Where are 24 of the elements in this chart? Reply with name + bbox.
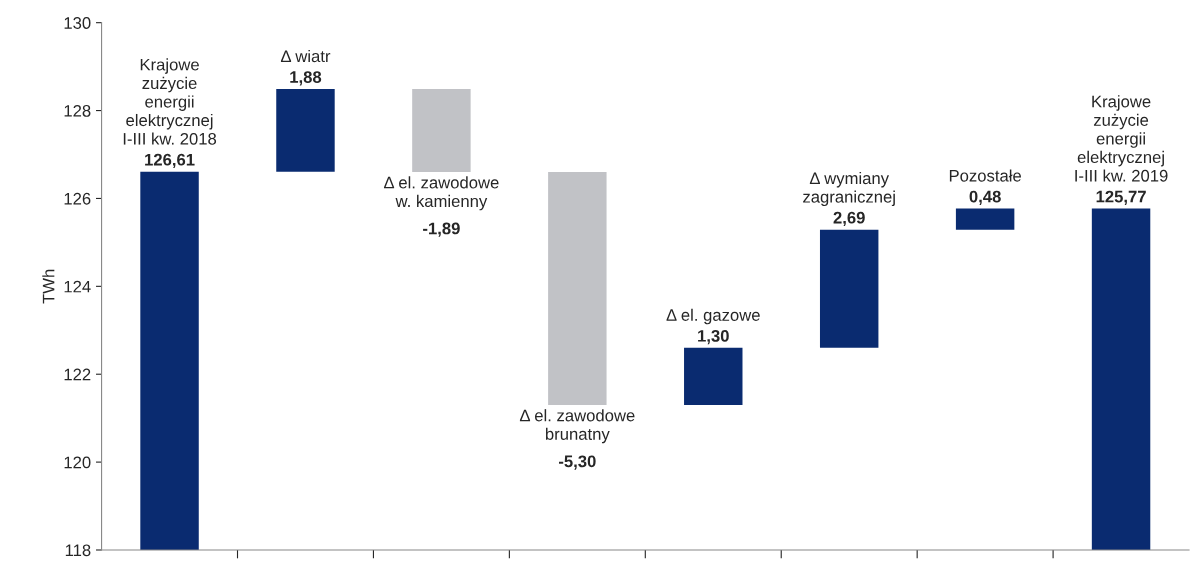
y-tick-label: 130 xyxy=(64,17,91,29)
data-label: -1,89 xyxy=(423,222,460,237)
x-tick-label: Δ el. gazowe xyxy=(666,308,760,325)
data-label: 0,48 xyxy=(969,190,1001,205)
y-tick-label: 128 xyxy=(64,104,91,117)
data-label: 1,88 xyxy=(290,71,322,86)
x-tick-label: Δ wiatr xyxy=(280,49,331,63)
data-label: -5,30 xyxy=(558,455,596,470)
data-label: 2,69 xyxy=(833,211,865,226)
y-tick-label: 118 xyxy=(65,544,91,557)
x-tick-label: Krajowe zużycie energii elektrycznej I-III kw. 2018 xyxy=(123,58,217,145)
data-label: 1,30 xyxy=(698,329,729,345)
y-axis-title: TWh xyxy=(42,269,55,304)
x-tick-label: Krajowe zużycie energii elektrycznej I-III kw. 2019 xyxy=(1075,95,1168,182)
y-tick-label: 120 xyxy=(64,456,91,469)
x-tick-label: Δ el. zawodowe brunatny xyxy=(519,409,635,444)
y-tick-label: 126 xyxy=(64,192,91,205)
data-label: 126,61 xyxy=(145,153,195,168)
x-tick-label: Δ el. zawodowe w. kamienny xyxy=(383,176,499,211)
y-tick-label: 122 xyxy=(64,368,91,381)
x-tick-label: Pozostałe xyxy=(949,169,1021,182)
data-label: 125,77 xyxy=(1096,190,1146,205)
y-tick-label: 124 xyxy=(64,280,91,293)
x-tick-label: Δ wymiany zagranicznej xyxy=(803,171,895,207)
